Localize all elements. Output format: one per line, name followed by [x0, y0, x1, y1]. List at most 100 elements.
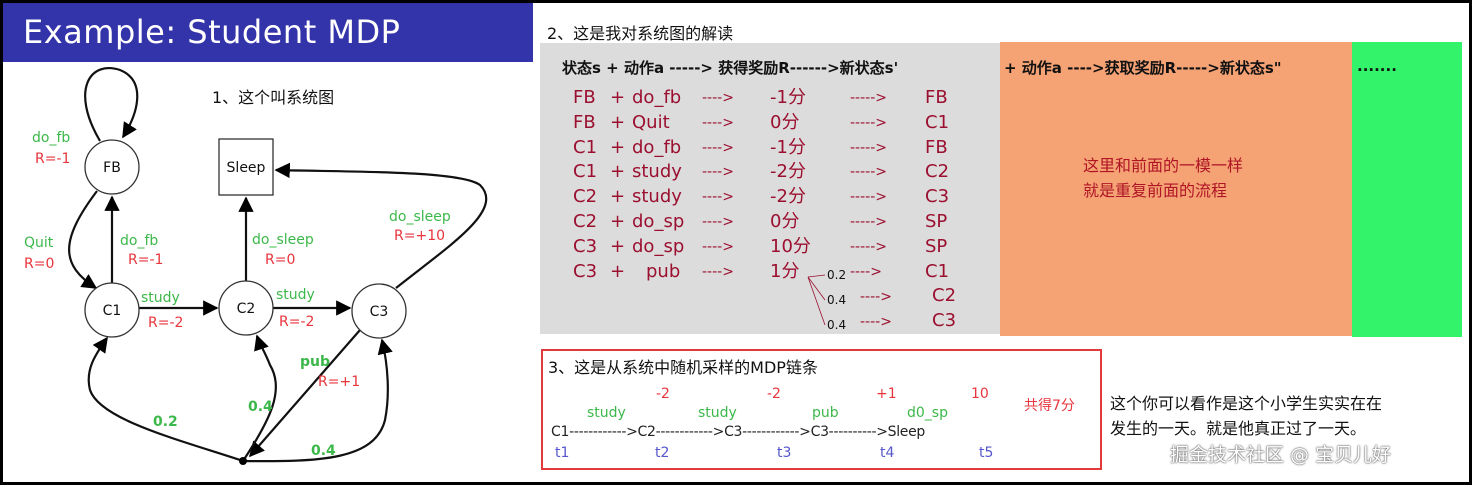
branch-arrow: ----> [860, 314, 892, 330]
row-s: FB [573, 87, 596, 108]
header-first-step: 状态s + 动作a -----> 获得奖励R------>新状态s' [562, 59, 899, 77]
row-plus: + [610, 161, 626, 183]
row-s2: C2 [925, 161, 950, 183]
pub-branch-lines [807, 274, 826, 326]
row-arrow1: ----> [702, 238, 734, 255]
chain-total: 共得7分 [1024, 398, 1075, 414]
chain-time: t5 [979, 445, 994, 461]
node-label-c3: C3 [370, 304, 389, 320]
edge-pub-c2 [242, 334, 278, 462]
branch-p: 0.4 [827, 293, 847, 307]
row-arrow2: -----> [850, 164, 887, 181]
title-bar: Example: Student MDP [3, 3, 533, 62]
chain-time: t2 [655, 445, 670, 461]
label-reward: R=+10 [394, 228, 445, 244]
chain-action: study [587, 405, 626, 421]
label-probability: 0.2 [153, 414, 178, 430]
label-action: pub [300, 354, 330, 370]
slide-title: Example: Student MDP [23, 13, 401, 51]
node-label-c1: C1 [103, 303, 122, 319]
sample-chain-title: 3、这是从系统中随机采样的MDP链条 [548, 358, 818, 377]
node-sleep [218, 138, 274, 196]
label-action: do_fb [32, 130, 70, 146]
row-s: C2 [573, 211, 598, 232]
node-label-c2: C2 [237, 301, 256, 317]
chain-time: t3 [777, 445, 792, 461]
row-r: -1分 [770, 87, 806, 108]
row-a: do_sp [632, 235, 685, 257]
orange-panel [1000, 42, 1352, 336]
repeat-note-line1: 这里和前面的一模一样 [1083, 156, 1244, 175]
row-a: study [632, 186, 682, 208]
row-s2: FB [925, 87, 948, 108]
row-s2: FB [925, 136, 948, 158]
chain-action: study [698, 405, 737, 421]
pub-chance-node [239, 457, 247, 465]
row-a: Quit [632, 111, 670, 133]
row-arrow1: ----> [702, 164, 734, 181]
grey-panel [540, 43, 1000, 334]
node-label-sleep: Sleep [227, 160, 266, 176]
header-continuation: ....... [1357, 57, 1397, 75]
row-arrow1: ----> [702, 139, 734, 156]
node-c3 [351, 283, 407, 339]
row-r: 0分 [770, 211, 800, 232]
side-note-line1: 这个你可以看作是这个小学生实实在在 [1110, 394, 1383, 413]
row-r: 0分 [770, 111, 800, 133]
row-plus: + [610, 260, 626, 282]
row-plus: + [610, 136, 626, 158]
edge-pub-c3 [242, 338, 393, 463]
chain-time: t4 [880, 445, 895, 461]
row-a: do_fb [632, 87, 682, 108]
chain-reward: +1 [876, 386, 897, 402]
chain-time: t1 [555, 445, 570, 461]
label-reward: R=+1 [318, 374, 360, 390]
row-a: study [632, 161, 682, 183]
label-reward: R=-2 [279, 314, 314, 330]
sample-chain-box [541, 349, 1102, 470]
row-s: C1 [573, 136, 598, 158]
row-plus: + [610, 87, 626, 108]
row-arrow1: ----> [702, 214, 734, 230]
node-c2 [218, 280, 274, 336]
label-reward: R=0 [24, 256, 54, 272]
row-s2: SP [925, 211, 948, 232]
label-probability: 0.4 [311, 443, 336, 459]
row-r: 1分 [770, 260, 800, 282]
row-r: -2分 [770, 186, 806, 208]
label-reward: R=-1 [128, 252, 163, 268]
row-plus: + [610, 211, 626, 232]
watermark: 掘金技术社区 @ 宝贝儿好 [1170, 444, 1392, 466]
label-reward: R=0 [265, 252, 295, 268]
row-s: C3 [573, 260, 598, 282]
label-reward: R=-2 [148, 315, 183, 331]
row-arrow1: ----> [702, 90, 734, 106]
branch-arrow: ----> [860, 289, 892, 305]
row-r: -2分 [770, 161, 806, 183]
row-r: 10分 [770, 235, 811, 257]
row-s: C2 [573, 186, 598, 208]
header-second-step: + 动作a ---->获取奖励R----->新状态s" [1004, 59, 1282, 77]
row-arrow2: -----> [850, 238, 887, 255]
label-action: study [276, 287, 315, 303]
chain-action: pub [812, 405, 839, 421]
label-reward: R=-1 [35, 151, 70, 167]
row-s: C3 [573, 235, 598, 257]
row-arrow2: -----> [850, 139, 887, 156]
row-plus: + [610, 235, 626, 257]
row-arrow1: ----> [702, 114, 734, 131]
row-plus: + [610, 111, 626, 133]
chain-action: d0_sp [907, 405, 948, 421]
row-arrow2: -----> [850, 114, 887, 131]
node-label-fb: FB [103, 160, 121, 176]
branch-s2: C2 [932, 285, 957, 306]
branch-p: 0.4 [827, 318, 847, 332]
edge-c3-pub [248, 329, 361, 458]
mdp-diagram: FB Sleep C1 C2 C3 do_fb Quit do_fb do_sl… [24, 67, 488, 465]
node-fb [84, 139, 140, 195]
green-panel [1352, 42, 1462, 337]
label-action: do_fb [120, 233, 158, 249]
row-plus: + [610, 186, 626, 208]
row-arrow2: -----> [850, 90, 887, 106]
